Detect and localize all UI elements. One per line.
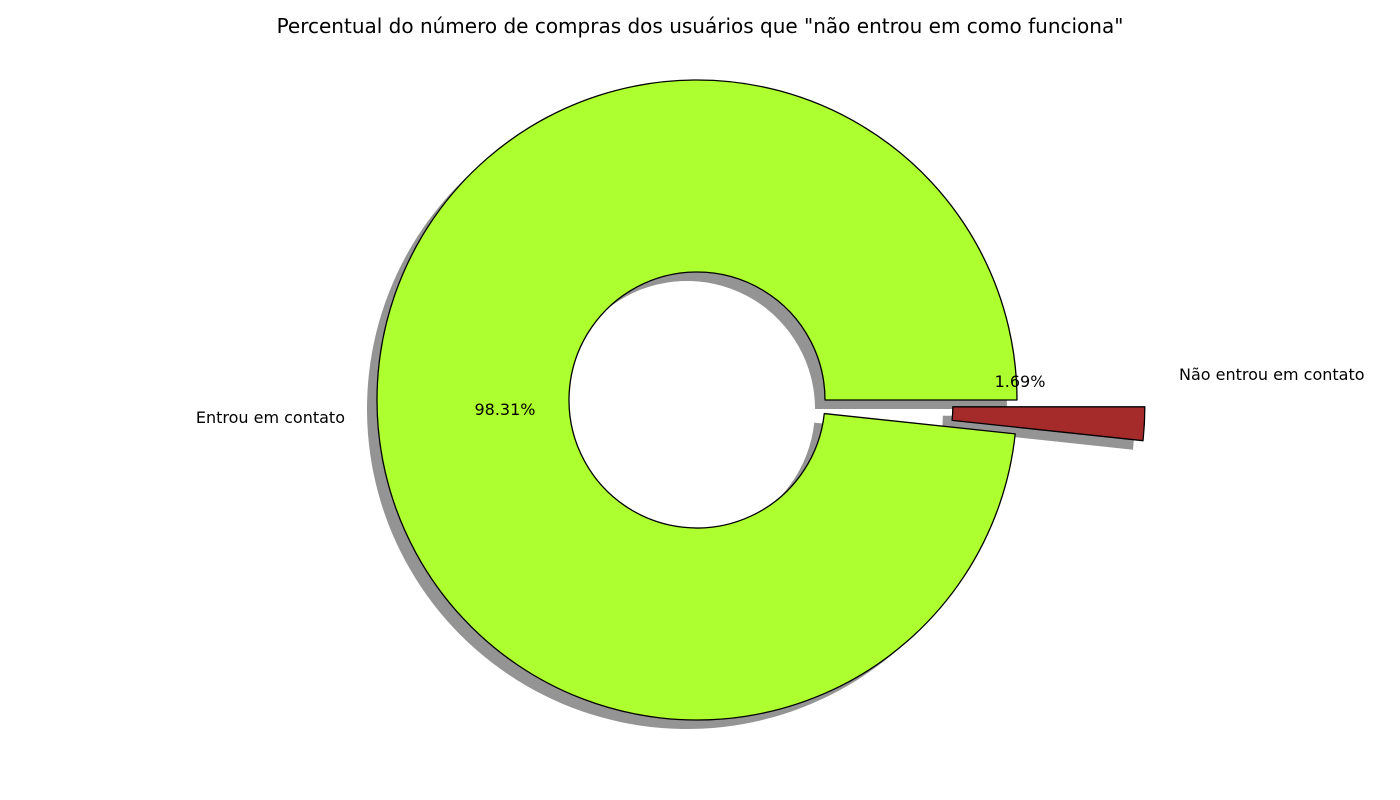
slice-0 <box>376 79 1018 721</box>
slice-label-nao-entrou: Não entrou em contato <box>1179 365 1365 384</box>
slices <box>376 79 1146 721</box>
slice-pct-nao-entrou: 1.69% <box>995 372 1046 391</box>
chart-title: Percentual do número de compras dos usuá… <box>277 14 1124 38</box>
slice-pct-entrou: 98.31% <box>474 400 535 419</box>
slice-label-entrou: Entrou em contato <box>196 408 345 427</box>
slice-1 <box>951 406 1146 442</box>
